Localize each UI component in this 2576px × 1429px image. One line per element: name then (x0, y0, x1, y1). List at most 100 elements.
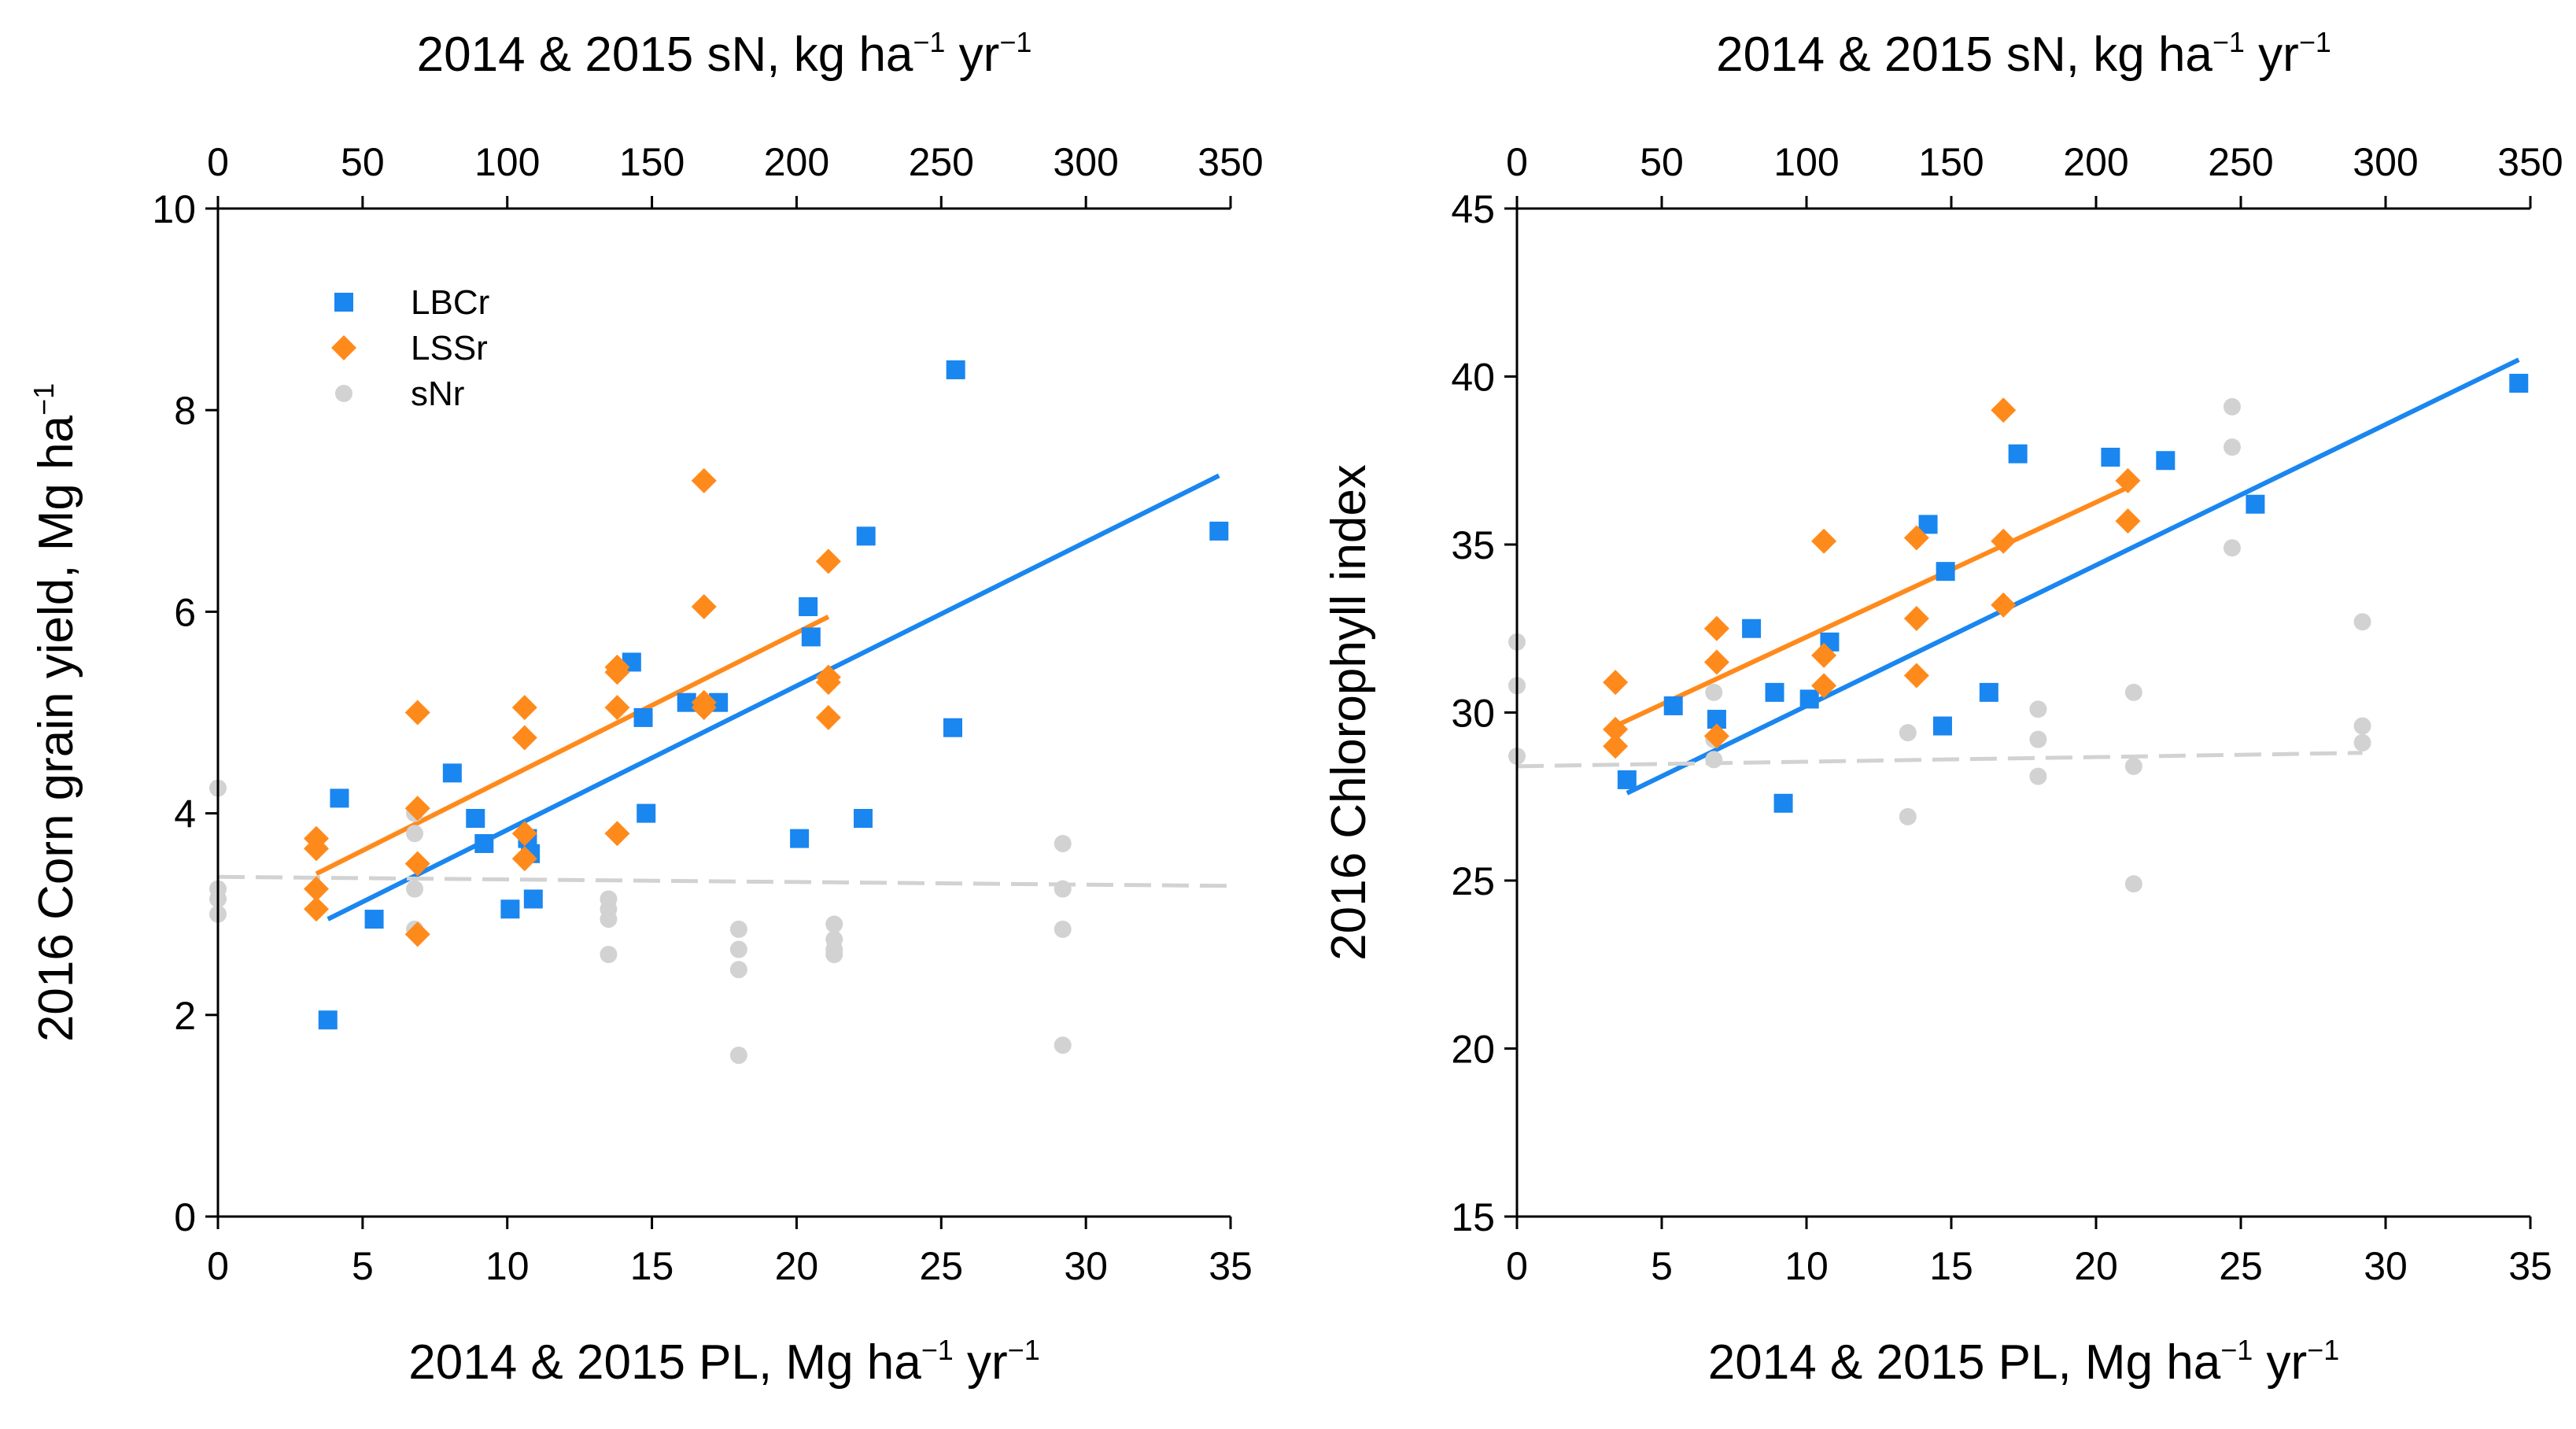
top-x-tick-label: 0 (1506, 140, 1528, 184)
x-axis-label-part-2: yr (2253, 1335, 2307, 1390)
point-lbcr (2008, 444, 2028, 463)
top-x-tick-label: 150 (619, 140, 685, 184)
y-axis-label: 2016 Corn grain yield, Mg ha−1 (28, 383, 83, 1042)
point-snr (1899, 724, 1917, 742)
top-x-tick-label: 0 (207, 140, 229, 184)
y-tick-label: 4 (174, 792, 196, 836)
top-x-axis-label-part-2: yr (2245, 28, 2299, 82)
point-lbcr (1979, 682, 1998, 702)
x-tick-label: 35 (1209, 1244, 1253, 1288)
point-lssr (1903, 525, 1929, 551)
x-tick-label: 15 (630, 1244, 674, 1288)
legend-label-lssr: LSSr (411, 329, 488, 367)
point-lssr (604, 659, 630, 685)
point-lssr (511, 725, 537, 751)
point-lssr (2115, 508, 2141, 534)
chlorophyll-panel: 0 5 10 15 20 25 30 350 50 100 150 200 250 300 35015202… (1322, 26, 2563, 1390)
top-x-axis-label-part-0: 2014 & 2015 sN, kg ha (417, 28, 913, 82)
point-lssr (1811, 673, 1837, 699)
point-lssr (304, 876, 330, 902)
x-tick-label: 35 (2508, 1244, 2552, 1288)
point-lssr (815, 548, 841, 574)
legend: LBCr LSSr sNr (331, 283, 489, 413)
x-axis-label-part-0: 2014 & 2015 PL, Mg ha (408, 1335, 921, 1390)
point-snr (1705, 751, 1723, 769)
point-lbcr (1936, 562, 1955, 582)
trendline-lbcr (327, 473, 1220, 921)
point-lssr (815, 704, 841, 730)
point-snr (1054, 920, 1072, 938)
point-lbcr (318, 1010, 338, 1030)
point-lbcr (1773, 793, 1793, 813)
point-snr (600, 945, 618, 963)
top-x-tick-label: 150 (1918, 140, 1984, 184)
point-snr (729, 940, 747, 958)
point-lbcr (442, 763, 462, 783)
point-lssr (1903, 605, 1929, 631)
point-snr (406, 825, 424, 843)
point-lssr (1603, 733, 1629, 759)
top-x-axis-label-part-2: yr (945, 28, 999, 82)
point-lssr (511, 821, 537, 847)
x-tick-label: 30 (2364, 1244, 2408, 1288)
trendline-lbcr (1626, 357, 2520, 796)
point-snr (2029, 700, 2047, 718)
point-lssr (604, 821, 630, 847)
point-lbcr (2509, 374, 2529, 393)
corn-yield-panel: 0 5 10 15 20 25 30 350 50 100 150 200 250 300 35002468… (28, 26, 1264, 1390)
point-lbcr (637, 803, 656, 823)
point-snr (729, 1047, 747, 1065)
x-tick-label: 0 (207, 1244, 229, 1288)
top-x-tick-label: 300 (1053, 140, 1118, 184)
point-lbcr (1932, 716, 1952, 736)
top-x-axis-label-part-0: 2014 & 2015 sN, kg ha (1716, 28, 2212, 82)
point-snr (729, 920, 747, 938)
point-lbcr (1663, 696, 1683, 715)
point-lssr (1811, 528, 1837, 554)
y-tick-label: 40 (1451, 356, 1495, 400)
point-lbcr (1742, 618, 1762, 638)
legend-marker-lbcr (334, 293, 353, 312)
point-lssr (1703, 615, 1729, 641)
x-tick-label: 10 (1784, 1244, 1829, 1288)
x-tick-label: 0 (1506, 1244, 1528, 1288)
legend-label-snr: sNr (411, 375, 464, 413)
y-tick-label: 2 (174, 994, 196, 1038)
point-lbcr (1799, 689, 1819, 709)
point-snr (2223, 539, 2241, 557)
top-x-axis-label-part-1: −1 (913, 26, 945, 58)
top-x-tick-label: 250 (909, 140, 974, 184)
point-lssr (1603, 670, 1629, 696)
x-axis-label-part-3: −1 (2307, 1334, 2339, 1366)
point-snr (600, 910, 618, 929)
point-lbcr (2101, 447, 2120, 467)
y-axis-label: 2016 Chlorophyll index (1322, 464, 1376, 961)
point-lssr (511, 846, 537, 872)
point-lbcr (633, 707, 653, 727)
x-tick-label: 15 (1929, 1244, 1973, 1288)
point-lbcr (799, 596, 818, 616)
point-lbcr (523, 889, 543, 909)
top-x-tick-label: 200 (2063, 140, 2128, 184)
point-lssr (815, 670, 841, 696)
point-snr (2353, 613, 2371, 631)
point-lssr (1603, 716, 1629, 742)
top-x-axis-label-part-3: −1 (2299, 26, 2331, 58)
x-axis-label: 2014 & 2015 PL, Mg ha−1 yr−1 (1708, 1334, 2339, 1390)
x-tick-label: 5 (1651, 1244, 1673, 1288)
point-snr (1899, 807, 1917, 825)
point-lssr (691, 695, 717, 721)
point-snr (729, 961, 747, 979)
x-axis-label-part-0: 2014 & 2015 PL, Mg ha (1708, 1335, 2221, 1390)
point-lssr (404, 851, 430, 877)
point-snr (1054, 835, 1072, 853)
top-x-tick-label: 50 (341, 140, 385, 184)
point-snr (1054, 1036, 1072, 1054)
point-lbcr (854, 809, 873, 829)
x-tick-label: 30 (1064, 1244, 1108, 1288)
y-tick-label: 10 (152, 187, 196, 231)
point-snr (2029, 730, 2047, 748)
point-lssr (304, 836, 330, 862)
point-lbcr (1617, 770, 1637, 789)
point-lssr (304, 896, 330, 922)
